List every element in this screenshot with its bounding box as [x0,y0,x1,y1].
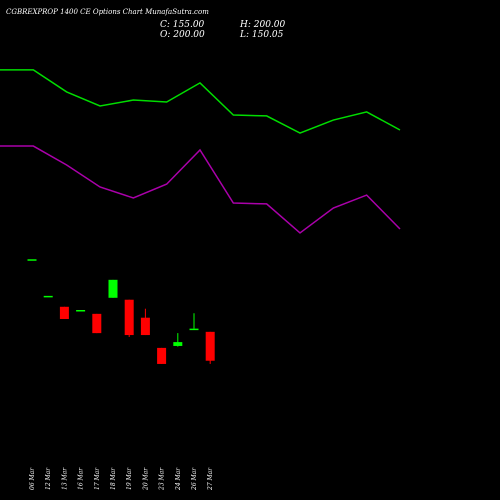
x-tick-label: 12 Mar [45,467,52,490]
candle-body [205,331,215,361]
x-tick-label: 18 Mar [110,467,117,490]
candle-body [140,317,150,336]
x-tick-label: 13 Mar [61,467,68,490]
line-series [0,145,401,234]
high-label: H: 200.00 [239,20,286,30]
x-tick-label: 17 Mar [94,467,101,490]
x-tick-label: 23 Mar [159,467,166,491]
chart-title: CGBREXPROP 1400 CE Options Chart MunafaS… [6,8,209,16]
candle-body [124,299,134,336]
candle-body [27,259,37,261]
low-label: L: 150.05 [239,30,284,40]
x-tick-label: 27 Mar [207,467,214,491]
candle-body [157,347,167,364]
x-tick-label: 19 Mar [126,467,133,490]
open-label: O: 200.00 [160,30,205,40]
close-label: C: 155.00 [160,20,205,30]
candle-body [43,295,53,298]
candle-body [59,306,69,319]
x-tick-label: 26 Mar [191,467,198,491]
candle-body [76,310,86,312]
candle-body [173,342,183,346]
candle-body [108,279,118,298]
x-tick-label: 06 Mar [29,467,36,490]
candle-body [189,328,199,331]
x-tick-label: 24 Mar [175,467,182,491]
candle-body [92,313,102,334]
line-series [0,69,401,134]
x-tick-label: 20 Mar [142,467,149,491]
x-tick-label: 16 Mar [78,467,85,490]
